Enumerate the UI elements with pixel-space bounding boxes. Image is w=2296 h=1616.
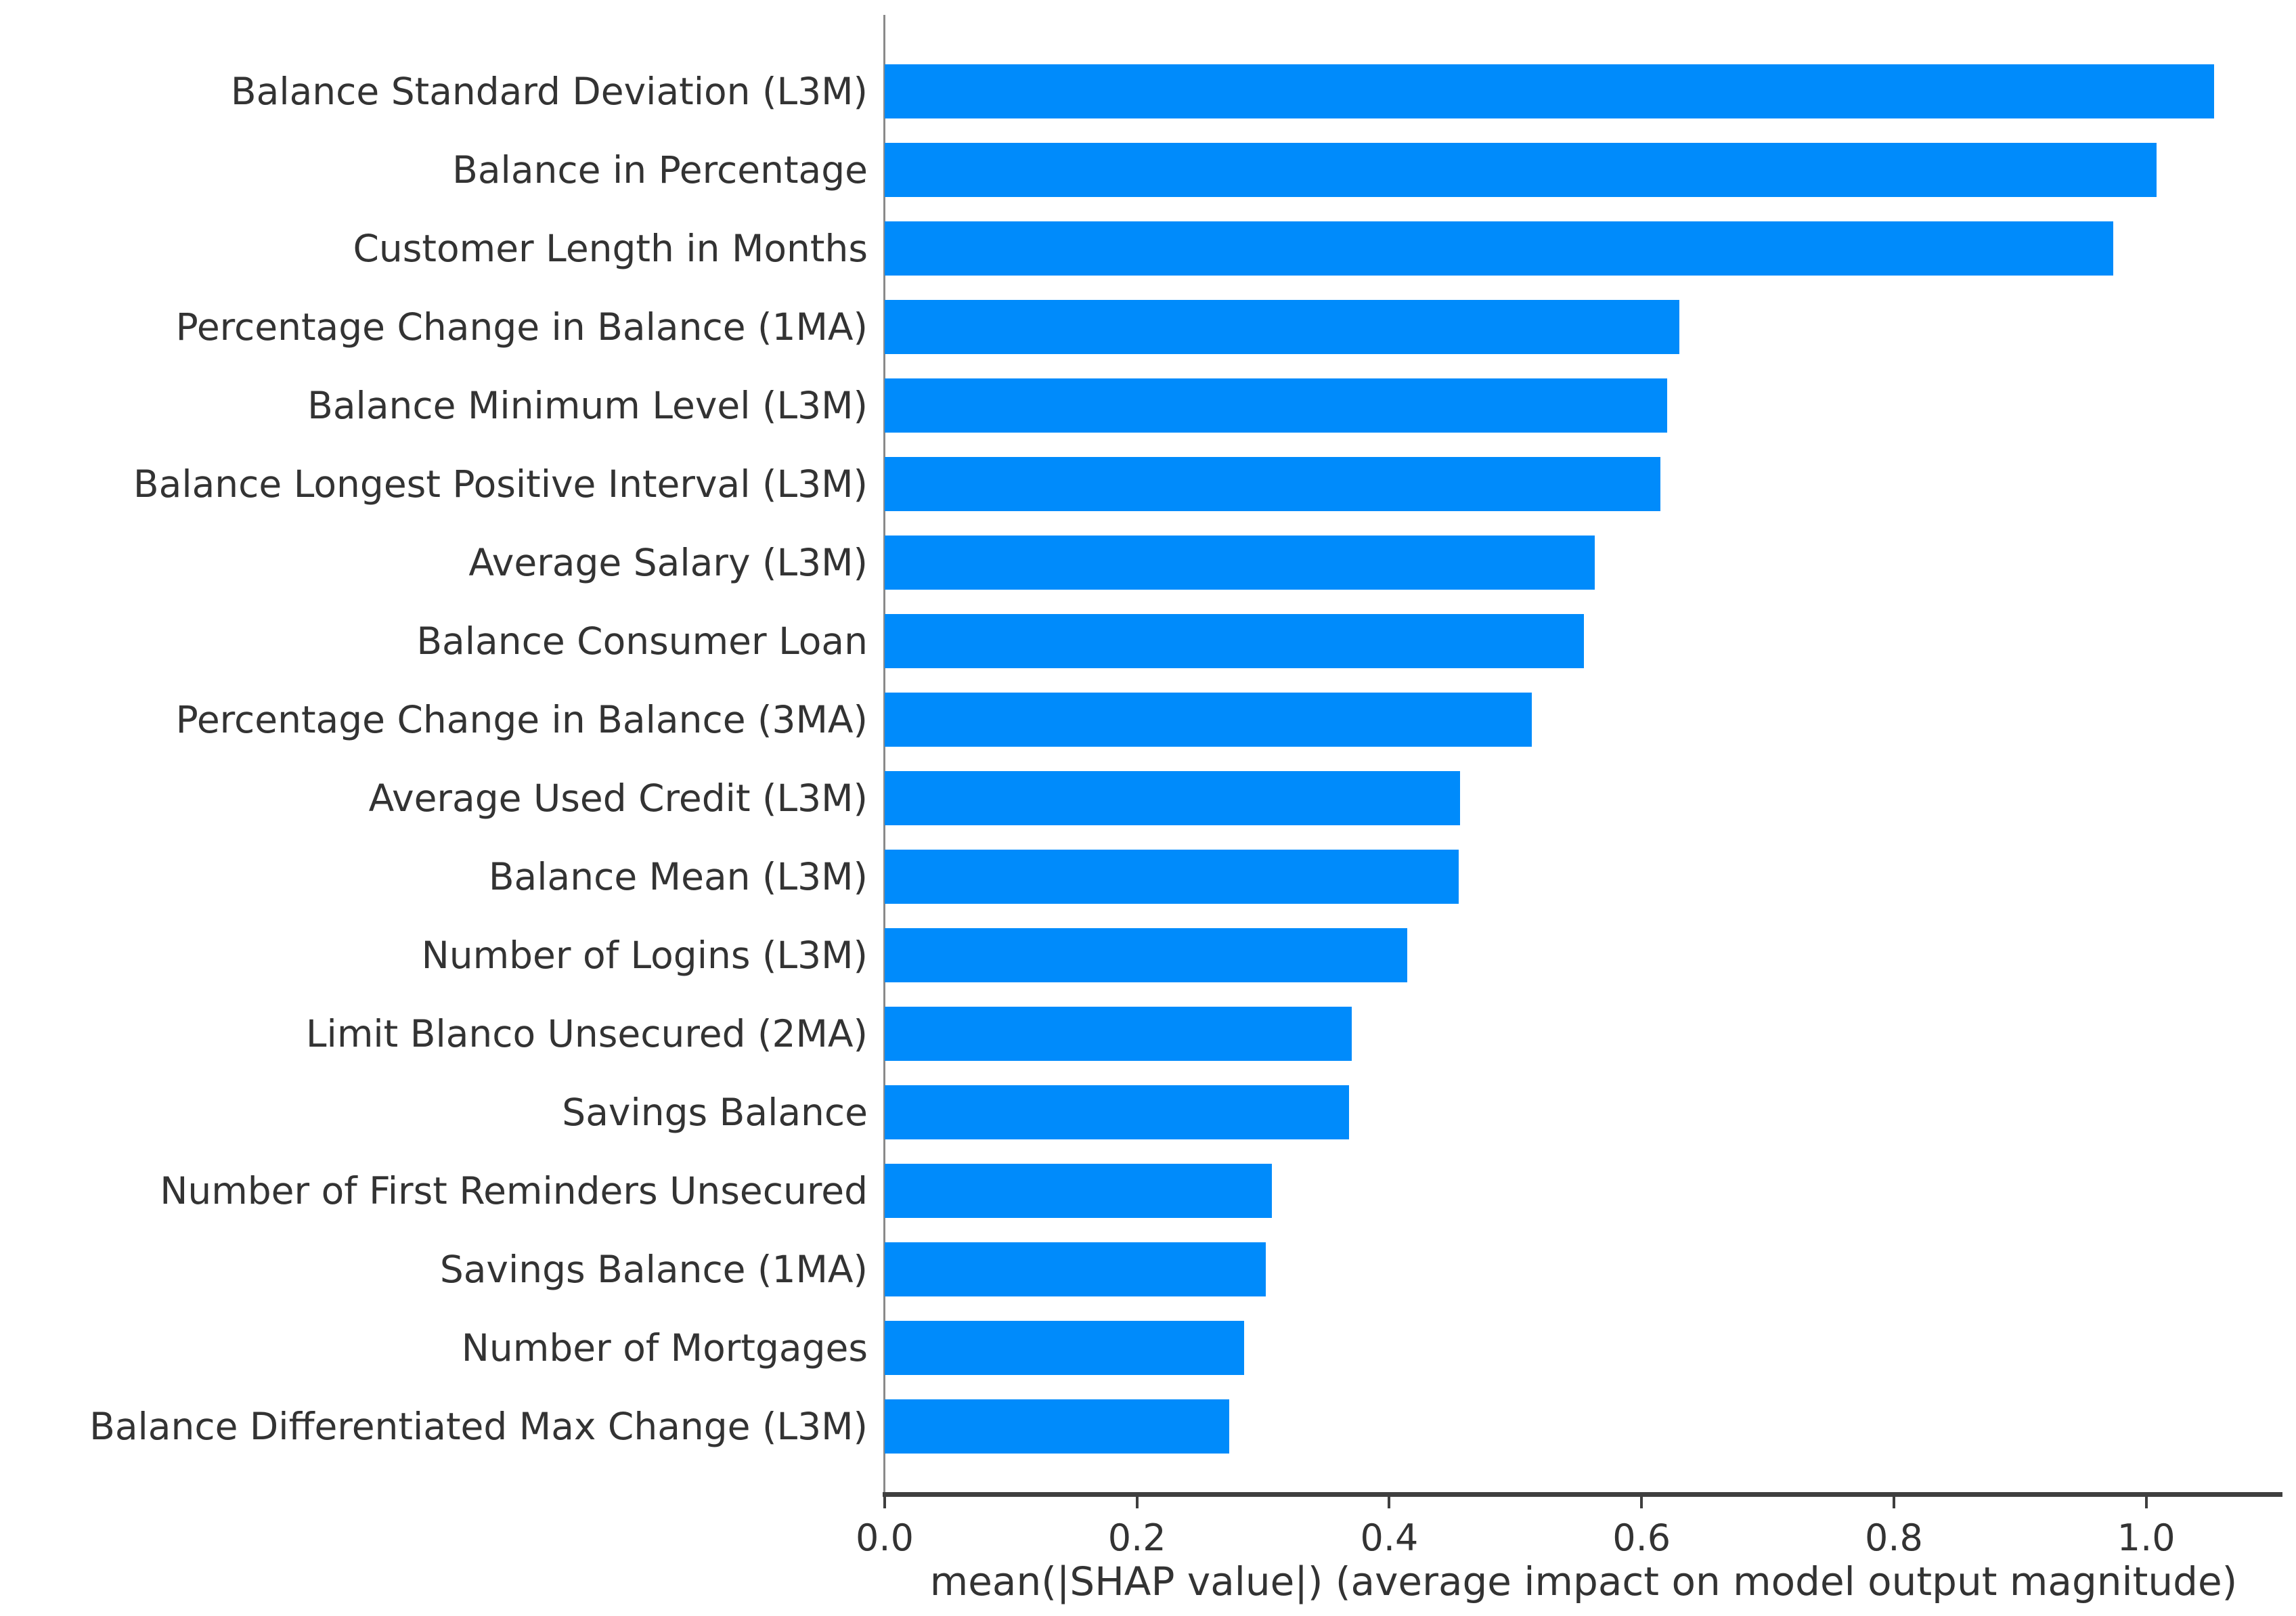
bar (885, 693, 1532, 747)
bar (885, 1007, 1352, 1061)
bar (885, 1321, 1245, 1375)
y-tick-label: Balance Mean (L3M) (488, 855, 868, 898)
y-tick-label: Percentage Change in Balance (3MA) (175, 698, 868, 741)
x-axis-label: mean(|SHAP value|) (average impact on mo… (929, 1558, 2238, 1604)
bar (885, 928, 1407, 982)
x-tick-label: 0.6 (1612, 1516, 1671, 1559)
y-tick-label: Average Salary (L3M) (468, 541, 868, 584)
bar (885, 64, 2215, 118)
y-tick-label: Number of Mortgages (461, 1326, 868, 1370)
y-tick-label: Balance Minimum Level (L3M) (307, 384, 868, 427)
x-tick-label: 0.0 (856, 1516, 914, 1559)
x-axis-line (883, 1492, 2282, 1497)
y-tick-label: Number of Logins (L3M) (421, 934, 868, 977)
y-tick-label: Balance Differentiated Max Change (L3M) (89, 1405, 868, 1448)
y-tick-label: Savings Balance (562, 1091, 868, 1134)
y-tick-label: Balance Standard Deviation (L3M) (230, 70, 868, 113)
bar (885, 1242, 1266, 1296)
y-tick-label: Balance in Percentage (452, 148, 868, 192)
bar (885, 536, 1595, 590)
bar (885, 771, 1460, 825)
y-tick-label: Percentage Change in Balance (1MA) (175, 305, 868, 349)
x-tick-mark (1388, 1495, 1391, 1508)
bar (885, 378, 1667, 433)
y-axis-line (883, 15, 885, 1495)
x-tick-label: 0.4 (1360, 1516, 1419, 1559)
plot-area (883, 15, 2282, 1497)
y-tick-label: Balance Longest Positive Interval (L3M) (133, 462, 868, 506)
x-tick-mark (883, 1495, 886, 1508)
x-tick-label: 0.8 (1865, 1516, 1923, 1559)
y-tick-label: Average Used Credit (L3M) (368, 777, 868, 820)
bar (885, 1085, 1349, 1139)
bar (885, 1164, 1273, 1218)
x-tick-mark (1135, 1495, 1139, 1508)
x-tick-label: 1.0 (2117, 1516, 2176, 1559)
bar (885, 614, 1584, 668)
bar (885, 143, 2157, 197)
y-tick-label: Balance Consumer Loan (416, 619, 868, 663)
bar (885, 221, 2114, 276)
x-tick-mark (1892, 1495, 1895, 1508)
y-tick-label: Limit Blanco Unsecured (2MA) (305, 1012, 868, 1055)
bar (885, 300, 1680, 354)
y-tick-label: Number of First Reminders Unsecured (160, 1169, 868, 1213)
y-tick-label: Savings Balance (1MA) (439, 1248, 868, 1291)
bar (885, 1399, 1229, 1454)
x-tick-mark (1640, 1495, 1643, 1508)
x-tick-label: 0.2 (1107, 1516, 1166, 1559)
y-tick-label: Customer Length in Months (353, 227, 868, 270)
bar (885, 850, 1459, 904)
bar (885, 457, 1661, 511)
x-tick-mark (2144, 1495, 2148, 1508)
